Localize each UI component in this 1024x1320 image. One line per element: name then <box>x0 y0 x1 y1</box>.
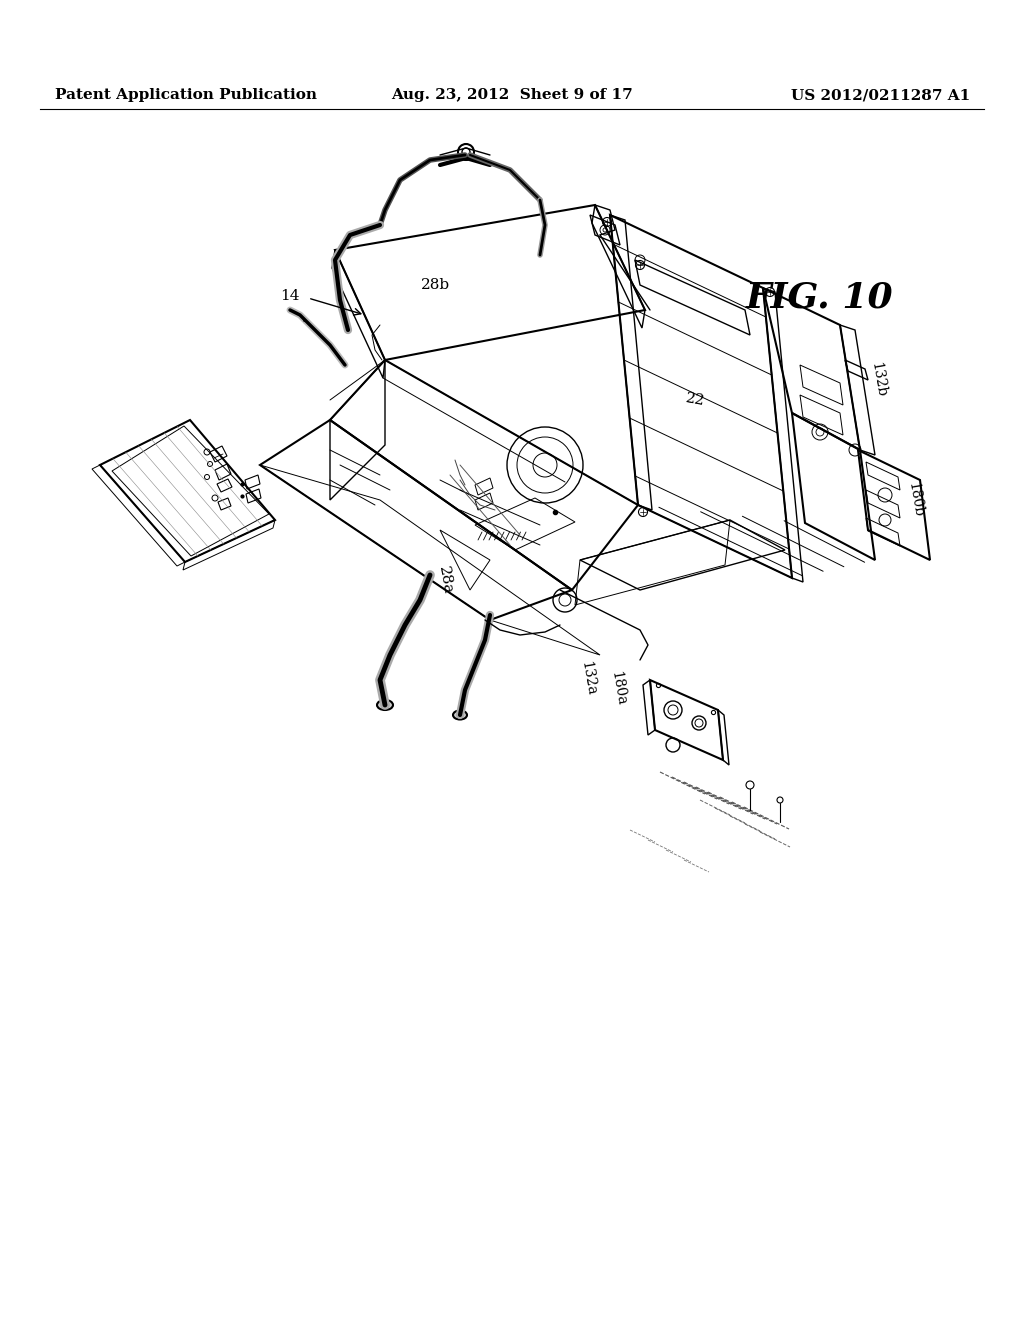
Text: Patent Application Publication: Patent Application Publication <box>55 88 317 102</box>
Text: 180b: 180b <box>905 482 925 519</box>
Text: 180a: 180a <box>608 671 628 706</box>
Text: 28a: 28a <box>435 565 455 595</box>
Ellipse shape <box>453 710 467 719</box>
Text: US 2012/0211287 A1: US 2012/0211287 A1 <box>791 88 970 102</box>
Text: Aug. 23, 2012  Sheet 9 of 17: Aug. 23, 2012 Sheet 9 of 17 <box>391 88 633 102</box>
Ellipse shape <box>377 700 393 710</box>
Text: 28b: 28b <box>421 279 450 292</box>
Text: 22: 22 <box>684 392 706 409</box>
Text: 14: 14 <box>281 289 300 304</box>
Text: 132a: 132a <box>579 660 598 697</box>
Text: 132b: 132b <box>868 362 888 399</box>
Text: FIG. 10: FIG. 10 <box>745 280 893 314</box>
